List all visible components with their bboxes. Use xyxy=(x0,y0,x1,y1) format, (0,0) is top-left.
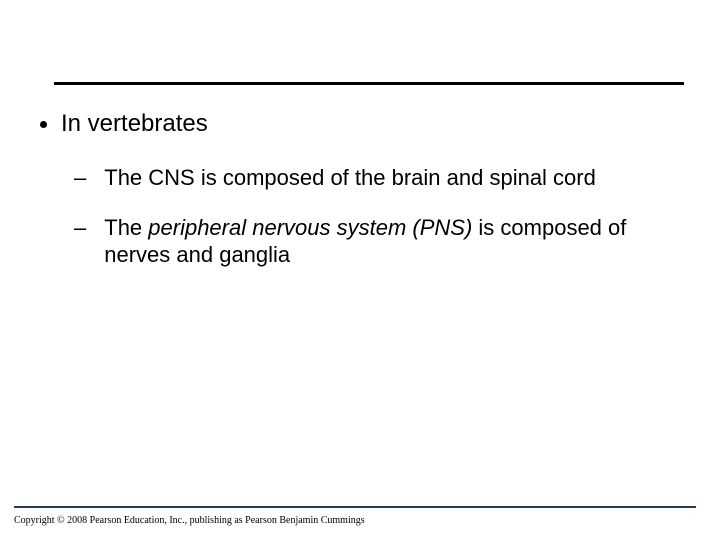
bullet-dash-icon: – xyxy=(74,214,86,242)
bullet-l2b-text: The peripheral nervous system (PNS) is c… xyxy=(104,214,680,269)
bullet-level-1: In vertebrates xyxy=(40,110,680,138)
copyright-text: Copyright © 2008 Pearson Education, Inc.… xyxy=(14,515,365,526)
bullet-level-2: – The peripheral nervous system (PNS) is… xyxy=(74,214,680,269)
bullet-l1-text: In vertebrates xyxy=(61,110,208,138)
top-divider xyxy=(54,82,684,85)
bullet-dot-icon xyxy=(40,121,47,128)
bullet-level-2: – The CNS is composed of the brain and s… xyxy=(74,164,680,192)
slide: In vertebrates – The CNS is composed of … xyxy=(0,0,720,540)
bullet-l2b-italic: peripheral nervous system (PNS) xyxy=(148,215,472,240)
slide-content: In vertebrates – The CNS is composed of … xyxy=(40,110,680,291)
bottom-divider xyxy=(14,506,696,508)
bullet-dash-icon: – xyxy=(74,164,86,192)
bullet-l2b-prefix: The xyxy=(104,215,148,240)
bullet-l2a-text: The CNS is composed of the brain and spi… xyxy=(104,164,680,192)
